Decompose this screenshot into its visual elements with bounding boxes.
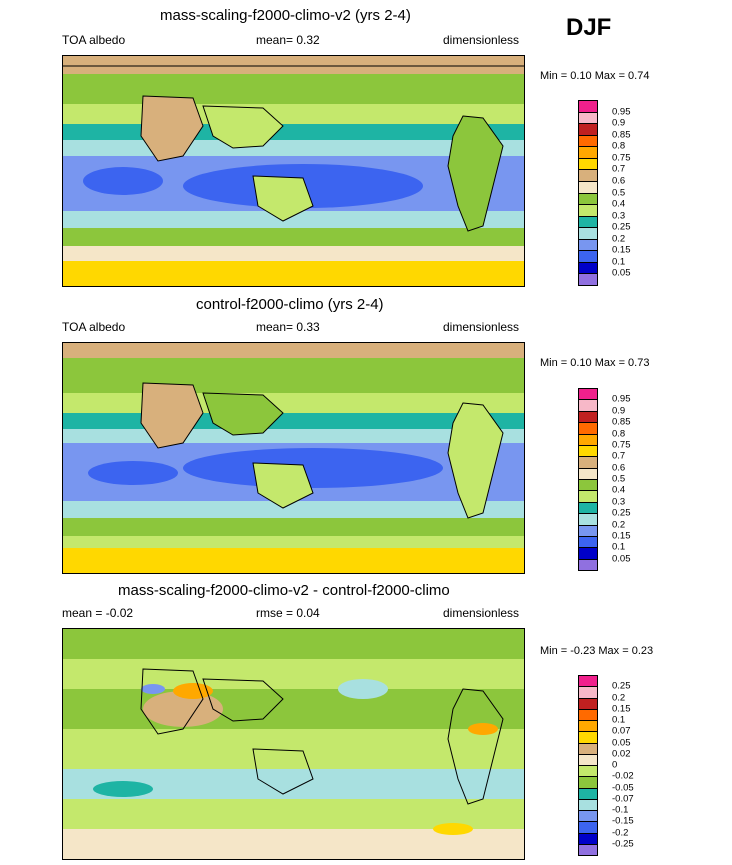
panel-2-title: control-f2000-climo (yrs 2-4) <box>196 296 384 313</box>
colorbar-label: 0.85 <box>612 416 631 428</box>
season-label: DJF <box>566 14 612 41</box>
colorbar-label: 0.2 <box>612 233 626 245</box>
panel-2-map <box>62 342 525 574</box>
colorbar-label: 0.4 <box>612 484 626 496</box>
colorbar-label: -0.2 <box>612 827 629 838</box>
panel-2-colorbar: 0.95 0.9 0.85 0.8 0.75 0.7 0.6 0.5 0.4 0.3 0.25 0.2… <box>578 388 631 571</box>
panel-3-field <box>63 629 524 859</box>
colorbar-label: 0.75 <box>612 152 631 164</box>
colorbar-label: 0.9 <box>612 405 626 417</box>
colorbar-label: 0.05 <box>612 737 631 748</box>
colorbar-label: 0.5 <box>612 187 626 198</box>
panel-1-field <box>63 56 524 286</box>
panel-2-variable: TOA albedo <box>62 320 126 334</box>
colorbar-label: 0.25 <box>612 680 631 692</box>
colorbar-label: 0.15 <box>612 530 631 542</box>
panel-1-units: dimensionless <box>443 33 520 47</box>
colorbar-label: 0.25 <box>612 221 631 233</box>
colorbar-label: 0.7 <box>612 450 626 462</box>
panel-2-units: dimensionless <box>443 320 520 334</box>
colorbar-swatch <box>578 843 598 856</box>
colorbar-label: 0.6 <box>612 462 626 474</box>
panel-3-rmse: rmse = 0.04 <box>256 606 320 620</box>
colorbar-label: 0.6 <box>612 175 626 187</box>
panel-1-map <box>62 55 525 287</box>
colorbar-label: 0.3 <box>612 210 626 222</box>
panel-1-minmax: Min = 0.10 Max = 0.74 <box>540 70 650 82</box>
panel-3-mean: mean = -0.02 <box>62 606 134 620</box>
panel-2-field <box>63 343 524 573</box>
panel-2-mean: mean= 0.33 <box>256 320 320 334</box>
colorbar-label: 0.02 <box>612 748 631 760</box>
panel-1-colorbar: 0.95 0.9 0.85 0.8 0.75 0.7 0.6 0.5 0.4 0.3 0.25 0.2… <box>578 100 631 286</box>
colorbar-label: -0.05 <box>612 782 634 793</box>
colorbar-label: -0.02 <box>612 770 634 782</box>
panel-1-title: mass-scaling-f2000-climo-v2 (yrs 2-4) <box>160 7 411 24</box>
colorbar-label: 0.15 <box>612 703 631 715</box>
colorbar-label: 0.1 <box>612 714 626 726</box>
colorbar-label: 0.8 <box>612 428 626 439</box>
panel-3-units: dimensionless <box>443 606 520 620</box>
colorbar-label: -0.07 <box>612 793 634 805</box>
panel-3-title: mass-scaling-f2000-climo-v2 - control-f2… <box>118 582 450 599</box>
panel-3-map <box>62 628 525 860</box>
panel-3-colorbar: 0.25 0.2 0.15 0.1 0.07 0.05 0.02 0 -0.02 -0.05 -0.… <box>578 675 634 856</box>
colorbar-label: 0.9 <box>612 117 626 129</box>
colorbar-label: 0.95 <box>612 106 631 118</box>
colorbar-label: 0.7 <box>612 163 626 175</box>
colorbar-label: 0.95 <box>612 393 631 405</box>
colorbar-label: 0.5 <box>612 473 626 485</box>
colorbar-label: 0.07 <box>612 725 631 737</box>
panel-3-minmax: Min = -0.23 Max = 0.23 <box>540 645 654 657</box>
colorbar-swatch <box>578 273 598 286</box>
colorbar-label: 0.15 <box>612 244 631 256</box>
colorbar-label: 0.8 <box>612 140 626 152</box>
panel-1-variable: TOA albedo <box>62 33 126 47</box>
colorbar-label: -0.1 <box>612 804 629 816</box>
colorbar-label: 0.1 <box>612 256 626 268</box>
colorbar-label: -0.25 <box>612 838 634 850</box>
colorbar-label: -0.15 <box>612 815 634 827</box>
colorbar-label: 0.85 <box>612 129 631 141</box>
colorbar-label: 0 <box>612 759 618 771</box>
panel-1-mean: mean= 0.32 <box>256 33 320 47</box>
colorbar-label: 0.2 <box>612 519 626 530</box>
colorbar-label: 0.75 <box>612 439 631 451</box>
colorbar-label: 0.2 <box>612 692 626 703</box>
panel-2-minmax: Min = 0.10 Max = 0.73 <box>540 357 650 369</box>
colorbar-label: 0.05 <box>612 267 631 279</box>
colorbar-label: 0.4 <box>612 198 626 210</box>
colorbar-swatch <box>578 558 598 571</box>
colorbar-label: 0.3 <box>612 496 626 508</box>
colorbar-label: 0.05 <box>612 553 631 565</box>
colorbar-label: 0.1 <box>612 541 626 553</box>
colorbar-label: 0.25 <box>612 507 631 519</box>
